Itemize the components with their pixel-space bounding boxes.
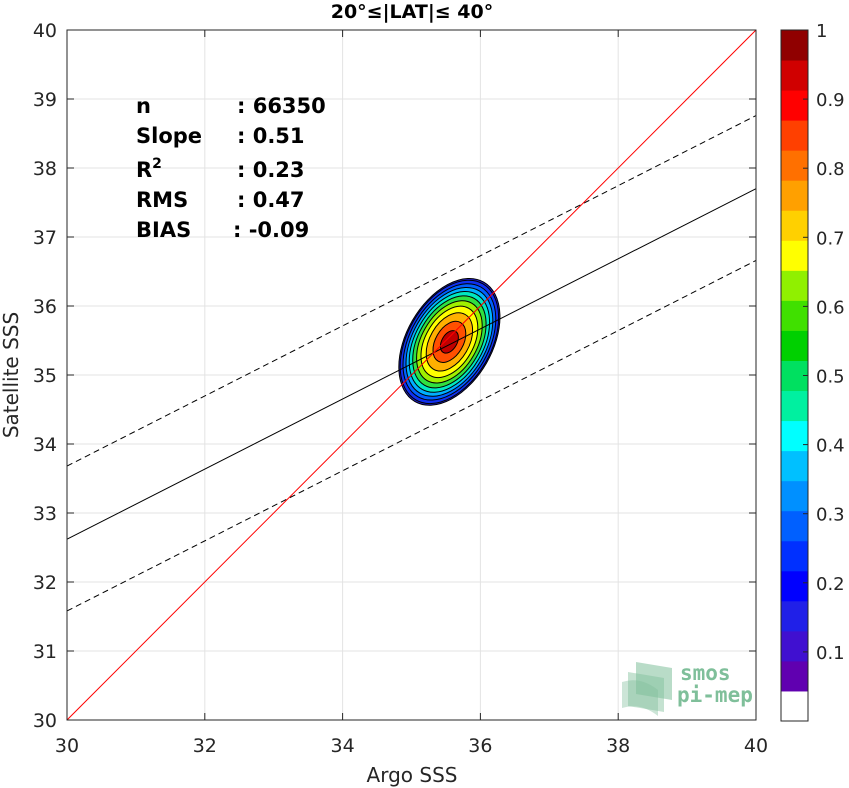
colorbar-segment <box>781 330 808 361</box>
colorbar-segment <box>781 540 808 572</box>
colorbar-tick-label: 0.3 <box>816 505 845 526</box>
colorbar-segment <box>781 600 808 632</box>
colorbar-segment <box>781 660 808 692</box>
colorbar-segment <box>781 90 808 121</box>
y-tick-label: 34 <box>33 434 57 456</box>
colorbar-segment <box>781 270 808 301</box>
colorbar-tick-label: 0.6 <box>816 297 845 318</box>
stat-label-slope: Slope <box>136 124 202 148</box>
y-tick-label: 39 <box>33 89 57 111</box>
colorbar-segment <box>781 570 808 602</box>
stat-value-bias: : -0.09 <box>233 218 309 242</box>
colorbar-tick-label: 1 <box>816 21 827 42</box>
colorbar-segment <box>781 120 808 151</box>
logo-graphic-icon <box>622 662 672 716</box>
x-tick-label: 40 <box>744 735 768 757</box>
statistics-box: n : 66350 Slope : 0.51 R2 : 0.23 RMS : 0.47 BIAS… <box>136 94 326 242</box>
colorbar-segment <box>781 390 808 422</box>
colorbar-tick-label: 0.5 <box>816 367 845 388</box>
x-tick-label: 34 <box>331 735 355 757</box>
x-tick-label: 38 <box>606 735 630 757</box>
chart-title: 20°≤|LAT|≤ 40° <box>331 1 494 23</box>
upper-bound-line <box>66 115 757 467</box>
x-axis: 30 32 34 36 38 40 <box>55 30 768 757</box>
stat-label-superscript: 2 <box>152 156 162 172</box>
colorbar-tick-label: 0.4 <box>816 436 845 457</box>
y-axis-label: Satellite SSS <box>0 312 23 438</box>
y-tick-label: 38 <box>33 158 57 180</box>
y-tick-label: 37 <box>33 227 57 249</box>
colorbar-tick-label: 0.2 <box>816 574 845 595</box>
stat-label-bias: BIAS <box>136 218 191 242</box>
logo-text-smos: smos <box>680 661 731 685</box>
colorbar-tick-label: 0.7 <box>816 228 845 249</box>
smos-pi-mep-logo: smos pi-mep <box>622 661 753 716</box>
colorbar-segment <box>781 150 808 181</box>
y-tick-label: 32 <box>33 572 57 594</box>
colorbar: 0.1 0.2 0.3 0.4 0.5 0.6 0.7 0.8 0.9 1 <box>780 21 845 722</box>
colorbar-segment <box>781 210 808 241</box>
colorbar-segment <box>781 180 808 211</box>
y-tick-label: 35 <box>33 365 57 387</box>
colorbar-segment <box>781 510 808 542</box>
x-tick-label: 36 <box>468 735 492 757</box>
y-tick-label: 31 <box>33 641 57 663</box>
stat-value-rms: : 0.47 <box>237 188 305 212</box>
stat-label-rms: RMS <box>136 188 188 212</box>
reference-lines <box>66 29 757 721</box>
colorbar-segment <box>781 300 808 331</box>
stat-value-n: : 66350 <box>237 94 326 118</box>
stat-label-n: n <box>136 94 151 118</box>
colorbar-segment <box>781 450 808 482</box>
lower-bound-line <box>66 260 757 612</box>
colorbar-tick-label: 0.1 <box>816 643 845 664</box>
stat-value-r: : 0.23 <box>237 158 305 182</box>
y-axis: 30 31 32 33 34 35 36 37 38 39 40 <box>33 20 756 732</box>
y-tick-label: 33 <box>33 503 57 525</box>
colorbar-segment <box>781 480 808 512</box>
colorbar-segment <box>781 60 808 91</box>
identity-line <box>66 29 757 721</box>
x-axis-label: Argo SSS <box>367 763 458 787</box>
x-tick-label: 32 <box>193 735 217 757</box>
colorbar-segment <box>781 690 808 722</box>
density-contours <box>398 278 501 406</box>
logo-text-pi-mep: pi-mep <box>677 683 753 707</box>
colorbar-segment <box>781 30 808 61</box>
regression-line <box>66 188 757 540</box>
colorbar-segment <box>781 240 808 271</box>
colorbar-segment <box>781 630 808 662</box>
stat-value-slope: : 0.51 <box>237 124 305 148</box>
y-tick-label: 36 <box>33 296 57 318</box>
colorbar-tick-label: 0.8 <box>816 159 845 180</box>
y-tick-label: 30 <box>33 710 57 732</box>
x-tick-label: 30 <box>55 735 79 757</box>
y-tick-label: 40 <box>33 20 57 42</box>
stat-label-r: R2 <box>136 156 162 182</box>
colorbar-tick-label: 0.9 <box>816 90 845 111</box>
colorbar-segment <box>781 420 808 452</box>
